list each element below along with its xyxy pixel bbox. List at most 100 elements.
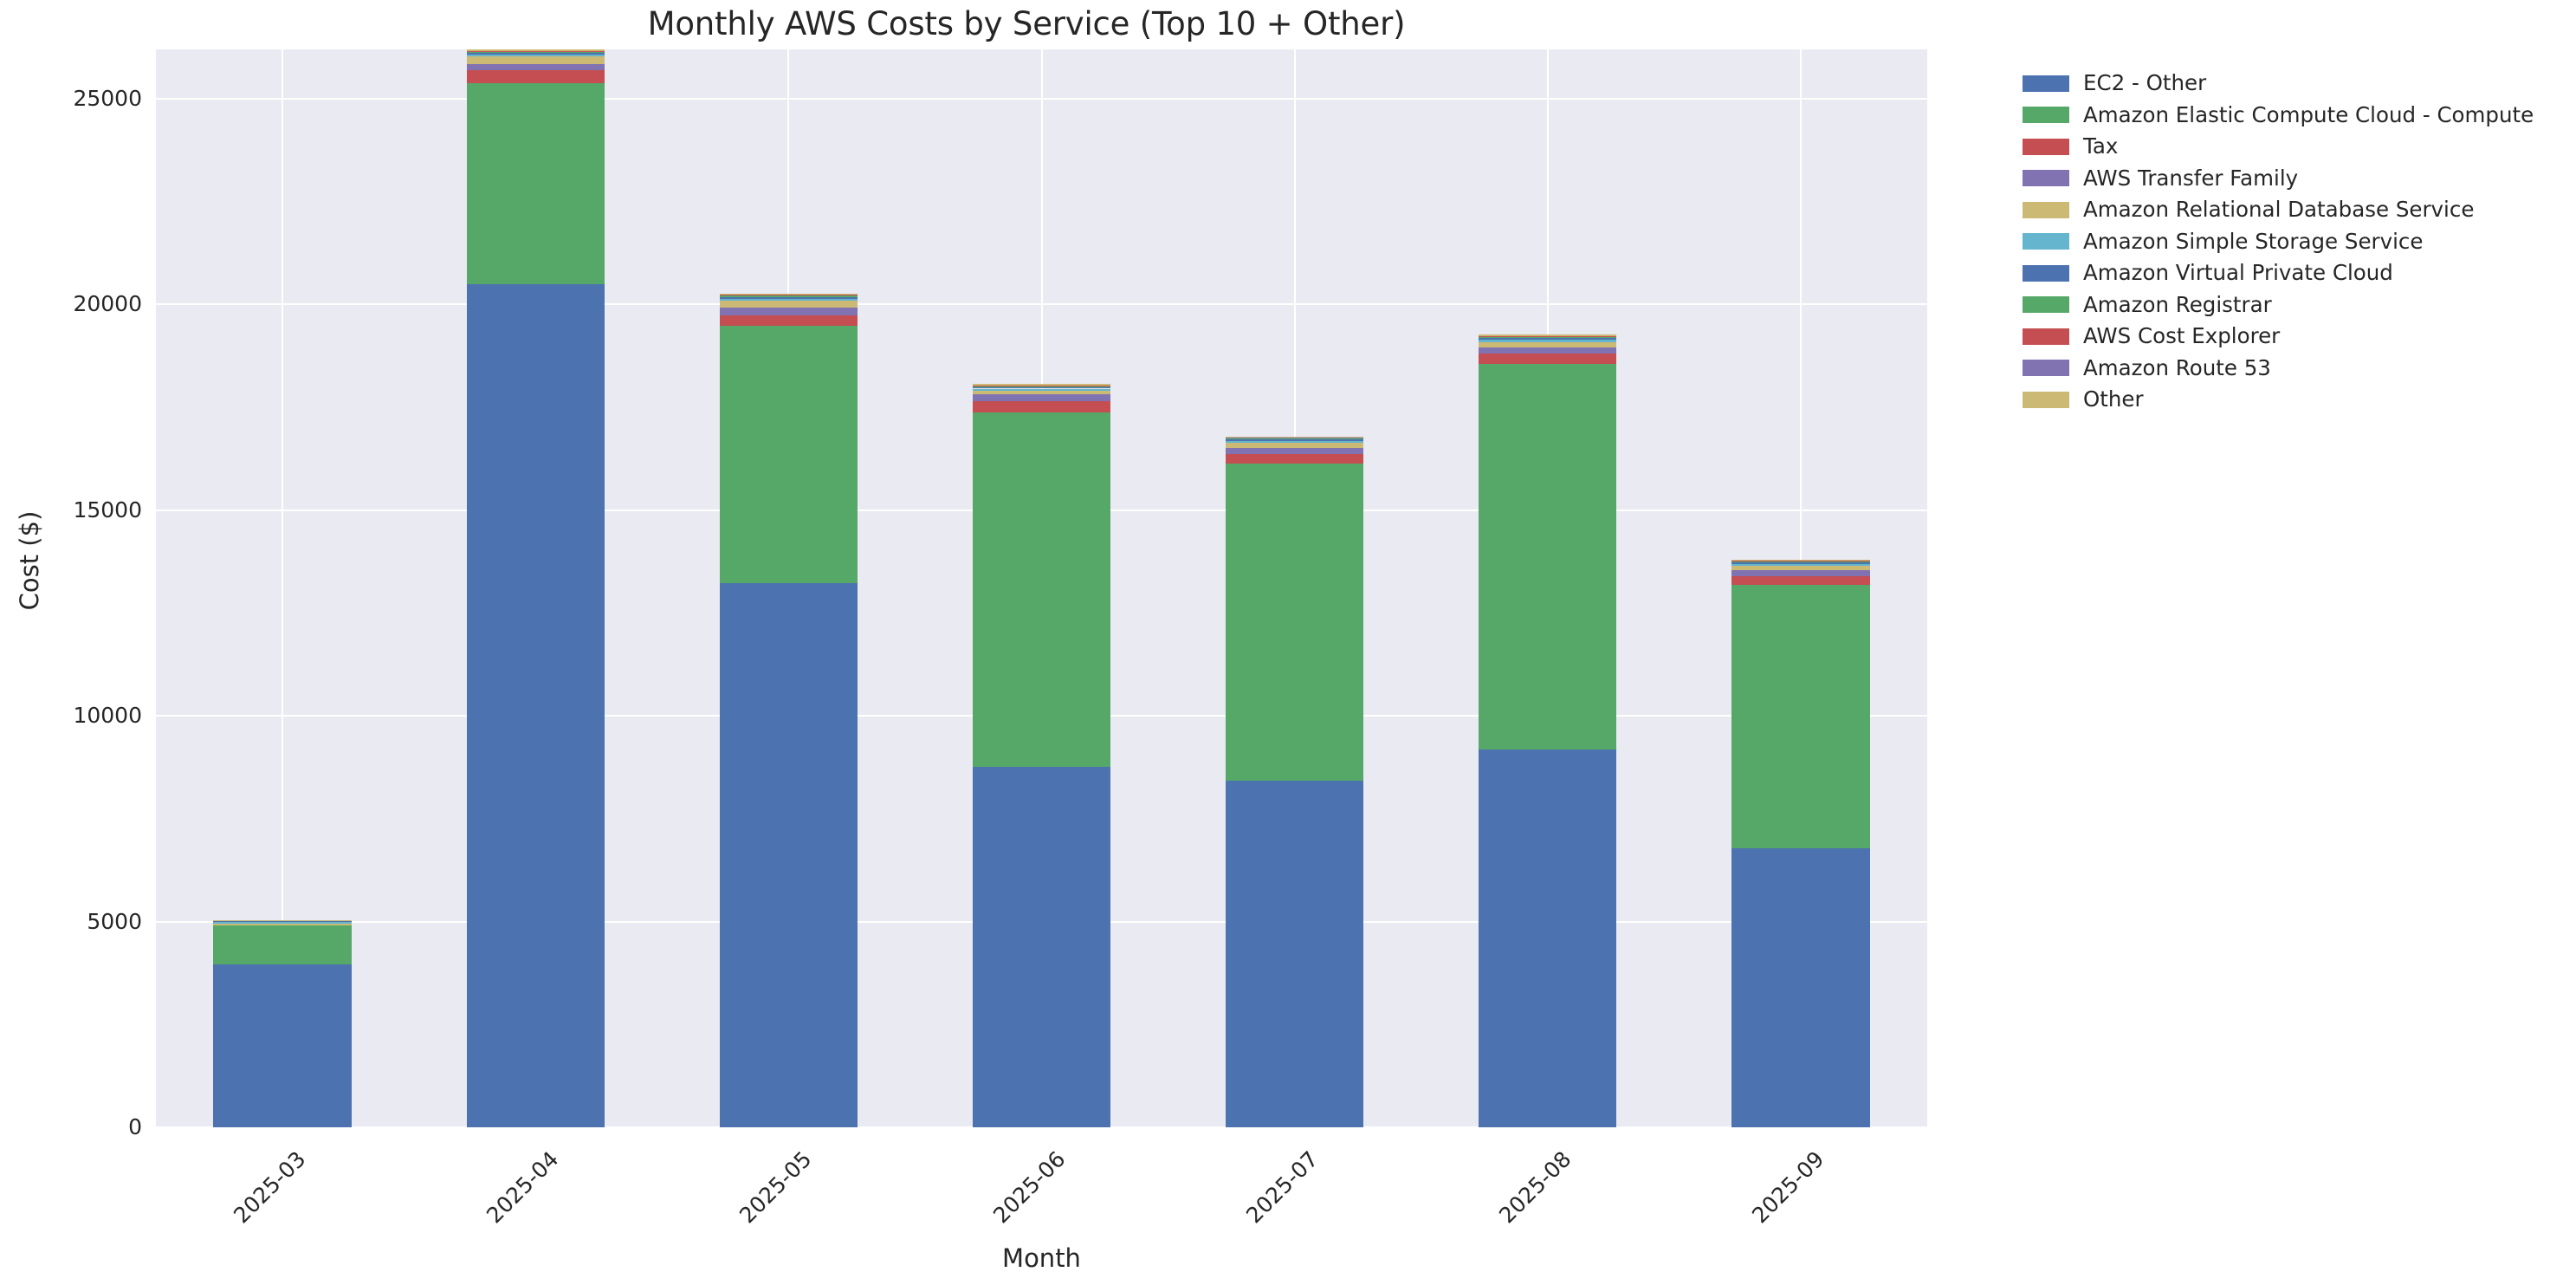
bar-segment[interactable]	[1479, 340, 1617, 342]
chart-title: Monthly AWS Costs by Service (Top 10 + O…	[647, 5, 1406, 42]
bar-segment[interactable]	[719, 295, 858, 297]
bar-segment[interactable]	[719, 308, 858, 315]
y-axis-label: Cost ($)	[15, 510, 44, 611]
bar-segment[interactable]	[1479, 341, 1617, 347]
bar-segment[interactable]	[972, 390, 1111, 395]
bar-segment[interactable]	[1226, 439, 1364, 442]
bar-segment[interactable]	[719, 325, 858, 583]
bar-2025-03[interactable]	[213, 919, 352, 1127]
bar-segment[interactable]	[213, 924, 352, 925]
legend-label: EC2 - Other	[2083, 70, 2207, 95]
legend-item[interactable]: Amazon Relational Database Service	[2023, 194, 2560, 226]
legend-label: Amazon Simple Storage Service	[2083, 228, 2424, 254]
bar-segment[interactable]	[1226, 781, 1364, 1127]
legend-item[interactable]: Other	[2023, 384, 2560, 416]
legend-item[interactable]: Amazon Simple Storage Service	[2023, 226, 2560, 258]
legend-label: Amazon Elastic Compute Cloud - Compute	[2083, 101, 2534, 127]
bar-segment[interactable]	[719, 301, 858, 308]
bar-segment[interactable]	[972, 767, 1111, 1127]
bar-segment[interactable]	[1479, 750, 1617, 1127]
bar-segment[interactable]	[1731, 570, 1870, 577]
legend-swatch-icon	[2023, 138, 2069, 155]
legend-swatch-icon	[2023, 296, 2069, 314]
bar-segment[interactable]	[1226, 453, 1364, 464]
bar-segment[interactable]	[466, 82, 605, 284]
bar-segment[interactable]	[213, 921, 352, 925]
legend-label: Amazon Relational Database Service	[2083, 197, 2475, 222]
y-tick-label: 25000	[73, 85, 142, 111]
legend-item[interactable]: Amazon Elastic Compute Cloud - Compute	[2023, 100, 2560, 132]
bar-segment[interactable]	[1731, 561, 1870, 562]
bar-2025-04[interactable]	[466, 49, 605, 1127]
y-tick-label: 5000	[87, 908, 142, 934]
bar-segment[interactable]	[1731, 584, 1870, 848]
bar-segment[interactable]	[466, 56, 605, 64]
bar-segment[interactable]	[1731, 559, 1870, 561]
bar-segment[interactable]	[1479, 338, 1617, 341]
bar-segment[interactable]	[1479, 347, 1617, 354]
vertical-gridline	[282, 49, 284, 1127]
legend-label: AWS Transfer Family	[2083, 165, 2299, 191]
legend-item[interactable]: AWS Cost Explorer	[2023, 321, 2560, 353]
bar-segment[interactable]	[213, 919, 352, 922]
bar-segment[interactable]	[466, 53, 605, 55]
legend-item[interactable]: EC2 - Other	[2023, 68, 2560, 100]
legend-label: Amazon Virtual Private Cloud	[2083, 260, 2393, 285]
bar-segment[interactable]	[972, 394, 1111, 401]
bar-2025-05[interactable]	[719, 293, 858, 1127]
bar-segment[interactable]	[719, 293, 858, 295]
bar-segment[interactable]	[1731, 847, 1870, 1127]
bar-segment[interactable]	[1226, 447, 1364, 454]
bar-segment[interactable]	[1731, 576, 1870, 585]
bar-segment[interactable]	[972, 388, 1111, 391]
legend-swatch-icon	[2023, 75, 2069, 92]
legend-swatch-icon	[2023, 264, 2069, 282]
legend-swatch-icon	[2023, 233, 2069, 250]
bar-segment[interactable]	[466, 49, 605, 51]
bar-segment[interactable]	[213, 925, 352, 965]
bar-segment[interactable]	[719, 315, 858, 326]
bar-2025-09[interactable]	[1731, 559, 1870, 1127]
legend-item[interactable]: Amazon Route 53	[2023, 353, 2560, 385]
bar-2025-06[interactable]	[972, 384, 1111, 1127]
bar-segment[interactable]	[1226, 438, 1364, 440]
bar-segment[interactable]	[1479, 334, 1617, 336]
bar-segment[interactable]	[972, 400, 1111, 412]
bar-segment[interactable]	[1226, 441, 1364, 444]
bar-segment[interactable]	[1226, 463, 1364, 782]
bar-segment[interactable]	[466, 55, 605, 57]
bar-2025-08[interactable]	[1479, 334, 1617, 1127]
bar-segment[interactable]	[1479, 353, 1617, 365]
bar-segment[interactable]	[466, 50, 605, 52]
bar-segment[interactable]	[466, 63, 605, 70]
bar-segment[interactable]	[213, 964, 352, 1127]
bar-segment[interactable]	[972, 412, 1111, 768]
bar-segment[interactable]	[1479, 364, 1617, 750]
bar-segment[interactable]	[1731, 563, 1870, 566]
y-tick-label: 10000	[73, 703, 142, 729]
bar-segment[interactable]	[466, 283, 605, 1127]
bar-segment[interactable]	[719, 296, 858, 299]
y-tick-label: 20000	[73, 291, 142, 317]
bar-2025-07[interactable]	[1226, 437, 1364, 1127]
bar-segment[interactable]	[466, 51, 605, 54]
legend-item[interactable]: Amazon Registrar	[2023, 289, 2560, 321]
plot-area	[156, 49, 1927, 1127]
y-tick-label: 0	[128, 1114, 142, 1139]
bar-segment[interactable]	[1731, 565, 1870, 571]
legend-swatch-icon	[2023, 328, 2069, 345]
bar-segment[interactable]	[972, 386, 1111, 389]
bar-segment[interactable]	[972, 384, 1111, 386]
bar-segment[interactable]	[1226, 443, 1364, 448]
bar-segment[interactable]	[1226, 437, 1364, 438]
legend-item[interactable]: Tax	[2023, 131, 2560, 163]
bar-segment[interactable]	[1731, 561, 1870, 564]
bar-segment[interactable]	[1479, 336, 1617, 339]
bar-segment[interactable]	[466, 69, 605, 83]
bar-segment[interactable]	[719, 298, 858, 302]
bar-segment[interactable]	[719, 582, 858, 1127]
legend-item[interactable]: Amazon Virtual Private Cloud	[2023, 257, 2560, 289]
legend-item[interactable]: AWS Transfer Family	[2023, 163, 2560, 195]
bar-segment[interactable]	[1479, 335, 1617, 337]
